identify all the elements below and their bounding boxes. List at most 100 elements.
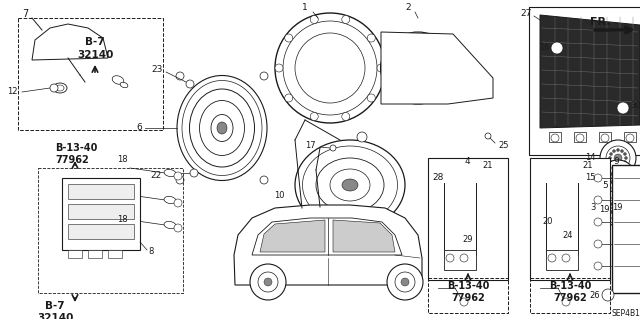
Circle shape (609, 176, 611, 180)
Text: 8: 8 (148, 248, 154, 256)
Ellipse shape (342, 179, 358, 191)
Circle shape (367, 34, 375, 42)
Ellipse shape (200, 100, 244, 155)
Ellipse shape (211, 115, 233, 142)
Bar (624, 132, 636, 142)
Text: 16: 16 (540, 43, 550, 53)
Text: 3: 3 (591, 204, 596, 212)
Circle shape (625, 176, 627, 180)
Circle shape (460, 254, 468, 262)
Text: 77962: 77962 (553, 293, 587, 303)
Bar (62, 178, 140, 250)
Circle shape (551, 134, 559, 142)
Ellipse shape (563, 177, 593, 199)
Circle shape (625, 157, 627, 160)
Text: 10: 10 (275, 190, 285, 199)
Circle shape (460, 298, 468, 306)
Circle shape (446, 254, 454, 262)
Circle shape (606, 146, 630, 170)
Ellipse shape (177, 76, 267, 181)
Bar (574, 132, 586, 142)
Text: 4: 4 (465, 158, 470, 167)
Bar (444, 250, 476, 270)
Circle shape (285, 34, 292, 42)
Polygon shape (333, 220, 395, 252)
Circle shape (621, 200, 623, 203)
Circle shape (625, 206, 627, 210)
Circle shape (250, 264, 286, 300)
Text: 27: 27 (520, 10, 532, 19)
Circle shape (623, 203, 627, 205)
Bar (18, 18, 163, 130)
Circle shape (562, 254, 570, 262)
Text: B-7: B-7 (85, 37, 105, 47)
Circle shape (616, 168, 620, 172)
Circle shape (609, 152, 612, 155)
Text: 28: 28 (432, 174, 444, 182)
Text: 1: 1 (302, 4, 308, 12)
Circle shape (310, 16, 318, 24)
Ellipse shape (182, 80, 262, 175)
Bar (68, 224, 134, 239)
Circle shape (616, 149, 620, 152)
Circle shape (621, 170, 623, 173)
Circle shape (609, 173, 612, 175)
Ellipse shape (390, 42, 445, 94)
Circle shape (616, 184, 620, 188)
Text: 24: 24 (563, 232, 573, 241)
Circle shape (612, 163, 616, 167)
Circle shape (174, 172, 182, 180)
Text: 9: 9 (613, 158, 619, 167)
Text: 6: 6 (136, 123, 142, 132)
Text: 22: 22 (151, 170, 162, 180)
Ellipse shape (295, 140, 405, 230)
Circle shape (601, 134, 609, 142)
Circle shape (357, 132, 367, 142)
Circle shape (190, 169, 198, 177)
Text: 25: 25 (498, 140, 509, 150)
Circle shape (401, 278, 409, 286)
Text: 32140: 32140 (77, 50, 113, 60)
Text: 7: 7 (22, 9, 28, 19)
Circle shape (616, 214, 620, 218)
Circle shape (260, 176, 268, 184)
Circle shape (310, 113, 318, 121)
Polygon shape (260, 220, 325, 252)
Ellipse shape (112, 76, 124, 84)
Circle shape (594, 262, 602, 270)
Text: 23: 23 (152, 65, 163, 75)
Circle shape (275, 13, 385, 123)
Text: SEP4B1600C: SEP4B1600C (612, 308, 640, 317)
Circle shape (609, 160, 612, 164)
Bar (88, 250, 102, 258)
Circle shape (260, 72, 268, 80)
Text: 32140: 32140 (37, 313, 73, 319)
Text: 14: 14 (586, 153, 596, 162)
Circle shape (594, 218, 602, 226)
Circle shape (174, 224, 182, 232)
Circle shape (594, 174, 602, 182)
Ellipse shape (330, 169, 370, 201)
Circle shape (621, 150, 623, 152)
Circle shape (342, 16, 349, 24)
Bar (68, 204, 134, 219)
Circle shape (600, 140, 636, 176)
Circle shape (575, 220, 585, 230)
Text: B-13-40: B-13-40 (447, 281, 489, 291)
Polygon shape (252, 218, 402, 255)
Circle shape (626, 134, 634, 142)
Circle shape (616, 198, 620, 202)
Circle shape (594, 196, 602, 204)
Circle shape (623, 181, 627, 183)
Polygon shape (234, 205, 422, 285)
Circle shape (176, 176, 184, 184)
Ellipse shape (316, 158, 384, 212)
Circle shape (594, 240, 602, 248)
Circle shape (600, 160, 636, 196)
Circle shape (609, 206, 611, 210)
Text: 21: 21 (482, 160, 493, 169)
Circle shape (612, 170, 616, 173)
Bar (68, 184, 134, 199)
Circle shape (616, 165, 620, 167)
Ellipse shape (381, 32, 456, 104)
